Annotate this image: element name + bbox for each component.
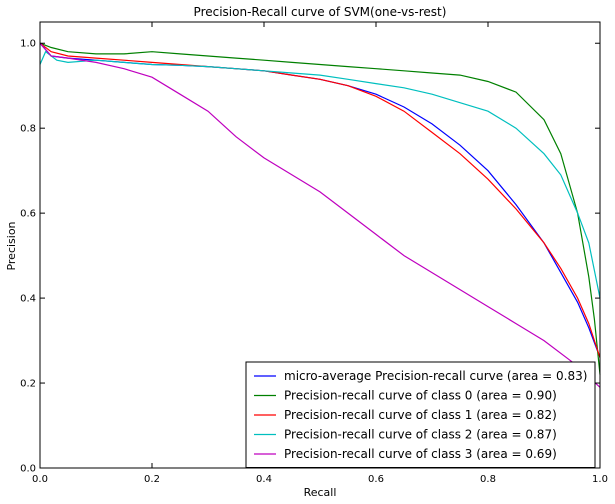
x-tick-label-1: 0.2 [144,474,160,485]
x-tick-label-3: 0.6 [368,474,384,485]
x-tick-label-5: 1.0 [592,474,608,485]
y-tick-label-3: 0.6 [20,209,36,220]
plot-area: 0.0 0.2 0.4 0.6 0.8 1.0 0.0 0.2 0.4 0.6 0.8 1.0 micr… [20,21,608,485]
legend-label-2: Precision-recall curve of class 1 (area … [284,408,557,422]
series-line-4 [39,42,601,388]
series-line-3 [39,50,601,299]
legend-label-1: Precision-recall curve of class 0 (area … [284,389,557,403]
chart-title: Precision-Recall curve of SVM(one-vs-res… [194,5,447,19]
series-line-0 [39,42,601,358]
y-tick-label-4: 0.8 [20,124,36,135]
series-line-2 [39,42,601,358]
y-tick-label-1: 0.2 [20,379,36,390]
legend-label-0: micro-average Precision-recall curve (ar… [284,369,587,383]
y-axis-label: Precision [5,221,18,270]
series-line-1 [39,42,601,375]
y-tick-label-0: 0.0 [20,464,36,475]
y-tick-label-2: 0.4 [20,294,36,305]
y-tick-label-5: 1.0 [20,39,36,50]
x-tick-label-2: 0.4 [256,474,272,485]
x-tick-label-0: 0.0 [32,474,48,485]
legend-label-4: Precision-recall curve of class 3 (area … [284,447,557,461]
x-axis-label: Recall [304,486,337,499]
legend-box [245,361,596,468]
x-tick-label-4: 0.8 [480,474,496,485]
legend-label-3: Precision-recall curve of class 2 (area … [284,428,557,442]
